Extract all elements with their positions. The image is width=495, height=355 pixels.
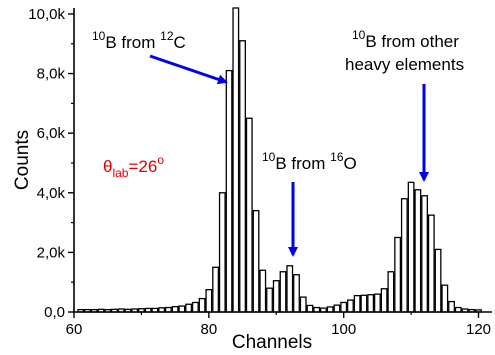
annotation-theta-lab: θlab=26o bbox=[103, 153, 164, 180]
histogram-bar bbox=[394, 236, 402, 313]
histogram-bar bbox=[441, 284, 449, 313]
y-axis-title: Counts bbox=[12, 130, 33, 190]
histogram-bar bbox=[171, 305, 179, 313]
histogram-bar bbox=[434, 248, 442, 313]
histogram-bar bbox=[239, 40, 246, 313]
histogram-bar bbox=[212, 266, 219, 313]
histogram-bar bbox=[400, 198, 408, 313]
axes bbox=[73, 8, 492, 313]
histogram-bar bbox=[340, 301, 348, 313]
histogram-bar bbox=[259, 269, 267, 313]
histogram-bar bbox=[427, 214, 435, 313]
annotation-b-from-heavy: 10B from other bbox=[352, 28, 459, 51]
x-tick-label: 120 bbox=[466, 321, 491, 338]
x-axis-title: Channels bbox=[232, 332, 312, 353]
y-tick-label: 6,0k bbox=[37, 125, 66, 142]
annotation-b-from-o: 10B from 16O bbox=[262, 150, 357, 173]
histogram-bar bbox=[205, 288, 213, 313]
histogram-bar bbox=[252, 210, 260, 313]
histogram-bar bbox=[286, 265, 294, 313]
x-tick-label: 60 bbox=[66, 321, 83, 338]
histogram-bar bbox=[178, 305, 186, 313]
ticks: 60 80 100 120 0,0 2,0k 4,0k 6,0k 8,0k 10,0k bbox=[28, 6, 491, 338]
histogram-bar bbox=[346, 299, 354, 313]
histogram-bar bbox=[225, 69, 233, 313]
y-tick-label: 10,0k bbox=[28, 6, 65, 23]
histogram-bar bbox=[380, 288, 388, 313]
histogram-bar bbox=[448, 300, 455, 313]
x-tick-label: 100 bbox=[331, 321, 356, 338]
histogram-bar bbox=[191, 301, 199, 313]
annotation-b-from-heavy-line2: heavy elements bbox=[345, 55, 464, 74]
histogram-bar bbox=[279, 271, 287, 313]
histogram-bar bbox=[353, 294, 361, 313]
histogram-bars bbox=[77, 7, 482, 313]
histogram-bar bbox=[198, 297, 206, 313]
histogram-bar bbox=[421, 195, 428, 313]
histogram-bar bbox=[245, 117, 253, 313]
histogram-bar bbox=[232, 7, 240, 313]
histogram-bar bbox=[266, 287, 273, 313]
histogram-bar bbox=[293, 274, 300, 313]
histogram-bar bbox=[299, 296, 307, 313]
histogram-bar bbox=[414, 189, 422, 313]
histogram-bar bbox=[185, 303, 193, 313]
histogram-bar bbox=[373, 293, 381, 313]
histogram-bar bbox=[387, 271, 395, 313]
y-tick-label: 8,0k bbox=[37, 66, 66, 83]
y-tick-label: 0,0 bbox=[44, 304, 65, 321]
annotation-b-from-c: 10B from 12C bbox=[92, 29, 186, 52]
x-tick-label: 80 bbox=[200, 321, 217, 338]
histogram-bar bbox=[306, 304, 314, 313]
histogram-bar bbox=[218, 192, 226, 313]
y-tick-label: 4,0k bbox=[37, 185, 66, 202]
histogram-bar bbox=[407, 181, 415, 313]
arrow-to-carbon-peak bbox=[149, 54, 228, 85]
y-tick-label: 2,0k bbox=[37, 244, 66, 261]
histogram-bar bbox=[360, 294, 368, 313]
histogram-bar bbox=[367, 294, 375, 313]
histogram-bar bbox=[333, 304, 341, 313]
histogram-bar bbox=[272, 280, 280, 313]
